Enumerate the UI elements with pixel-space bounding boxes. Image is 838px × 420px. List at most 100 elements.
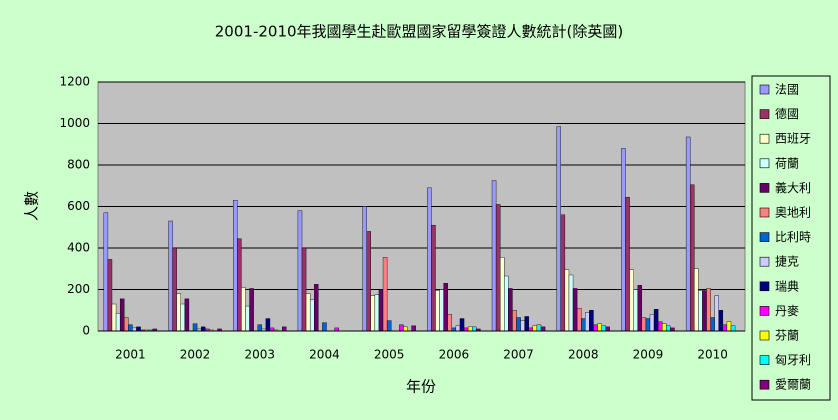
y-axis-title: 人數 — [23, 191, 41, 221]
chart-title: 2001-2010年我國學生赴歐盟國家留學簽證人數統計(除英國) — [215, 23, 623, 41]
legend-swatch — [759, 281, 770, 292]
bar — [472, 326, 477, 332]
bar — [241, 287, 246, 332]
bar — [233, 200, 238, 332]
x-tick-label: 2007 — [503, 348, 534, 362]
bar — [297, 210, 303, 332]
bar — [710, 317, 715, 332]
bar — [305, 293, 311, 332]
bar — [495, 204, 501, 332]
bar — [378, 289, 384, 332]
legend-label: 比利時 — [775, 230, 811, 244]
bar — [237, 238, 242, 332]
bar — [520, 320, 525, 332]
x-tick-label: 2003 — [244, 348, 275, 362]
bar — [180, 303, 186, 332]
bar — [621, 148, 626, 332]
bar — [597, 323, 602, 332]
legend-label: 德國 — [775, 106, 799, 121]
legend-label: 瑞典 — [775, 279, 799, 293]
bar — [403, 326, 408, 332]
bar — [439, 289, 444, 332]
bar — [504, 275, 509, 332]
bar — [168, 220, 173, 332]
legend-swatch — [759, 158, 770, 169]
bar — [111, 303, 117, 332]
bar — [605, 326, 610, 332]
legend-label: 丹麥 — [775, 304, 799, 318]
bar — [718, 310, 724, 332]
x-tick-label: 2005 — [374, 348, 405, 362]
legend-label: 義大利 — [775, 180, 811, 195]
x-tick-label: 2004 — [309, 348, 340, 362]
x-tick-label: 2002 — [180, 348, 211, 362]
x-tick-label: 2008 — [568, 348, 599, 362]
bar — [411, 325, 416, 332]
bar — [662, 323, 667, 332]
bar — [459, 318, 465, 332]
bar — [245, 305, 250, 332]
legend-label: 芬蘭 — [775, 329, 799, 343]
bar — [641, 317, 647, 332]
bar — [172, 247, 177, 332]
bar — [532, 325, 538, 332]
bar — [653, 309, 659, 332]
legend-label: 匈牙利 — [775, 353, 811, 367]
bar — [560, 214, 566, 332]
bar — [301, 247, 307, 332]
x-tick-label: 2010 — [697, 348, 728, 362]
bar — [714, 295, 719, 332]
bar — [374, 294, 380, 332]
y-tick-label: 1000 — [59, 116, 90, 130]
bar — [200, 326, 206, 332]
bar — [585, 312, 590, 332]
bar — [645, 318, 651, 332]
legend-swatch — [759, 133, 770, 144]
bar — [257, 324, 262, 332]
bar — [633, 289, 638, 332]
bar — [322, 322, 327, 332]
bar — [593, 324, 598, 332]
bar — [265, 318, 271, 332]
y-tick-label: 200 — [67, 282, 90, 296]
bar — [455, 325, 461, 332]
bar — [103, 212, 109, 332]
legend-swatch — [759, 256, 770, 267]
bar — [370, 295, 376, 332]
x-tick-label: 2001 — [115, 348, 146, 362]
bar — [128, 324, 133, 332]
y-tick-label: 1200 — [59, 75, 90, 89]
bar — [516, 317, 521, 332]
bar — [184, 298, 190, 332]
bar — [362, 206, 367, 332]
bar — [666, 325, 671, 332]
bar — [629, 269, 634, 332]
bar — [314, 284, 319, 332]
bar — [386, 320, 392, 332]
bar — [107, 259, 113, 332]
bar — [685, 136, 691, 332]
legend-swatch — [759, 232, 770, 242]
bar — [690, 184, 695, 332]
legend-label: 西班牙 — [775, 132, 811, 146]
y-tick-label: 400 — [67, 241, 90, 255]
bar — [572, 288, 578, 332]
bar — [536, 324, 542, 332]
x-axis-title: 年份 — [406, 378, 436, 396]
y-tick-label: 800 — [67, 158, 90, 172]
bar — [698, 290, 703, 332]
bar — [491, 180, 497, 332]
bar — [176, 293, 181, 332]
bar — [427, 187, 432, 332]
bar — [556, 126, 562, 332]
legend-swatch — [759, 330, 770, 341]
bar — [576, 307, 582, 332]
bar — [694, 268, 699, 332]
legend-swatch — [759, 109, 770, 119]
bar — [399, 324, 404, 332]
legend-label: 荷蘭 — [775, 156, 799, 170]
bar — [447, 314, 453, 332]
bar — [431, 224, 436, 332]
bar — [124, 317, 129, 332]
